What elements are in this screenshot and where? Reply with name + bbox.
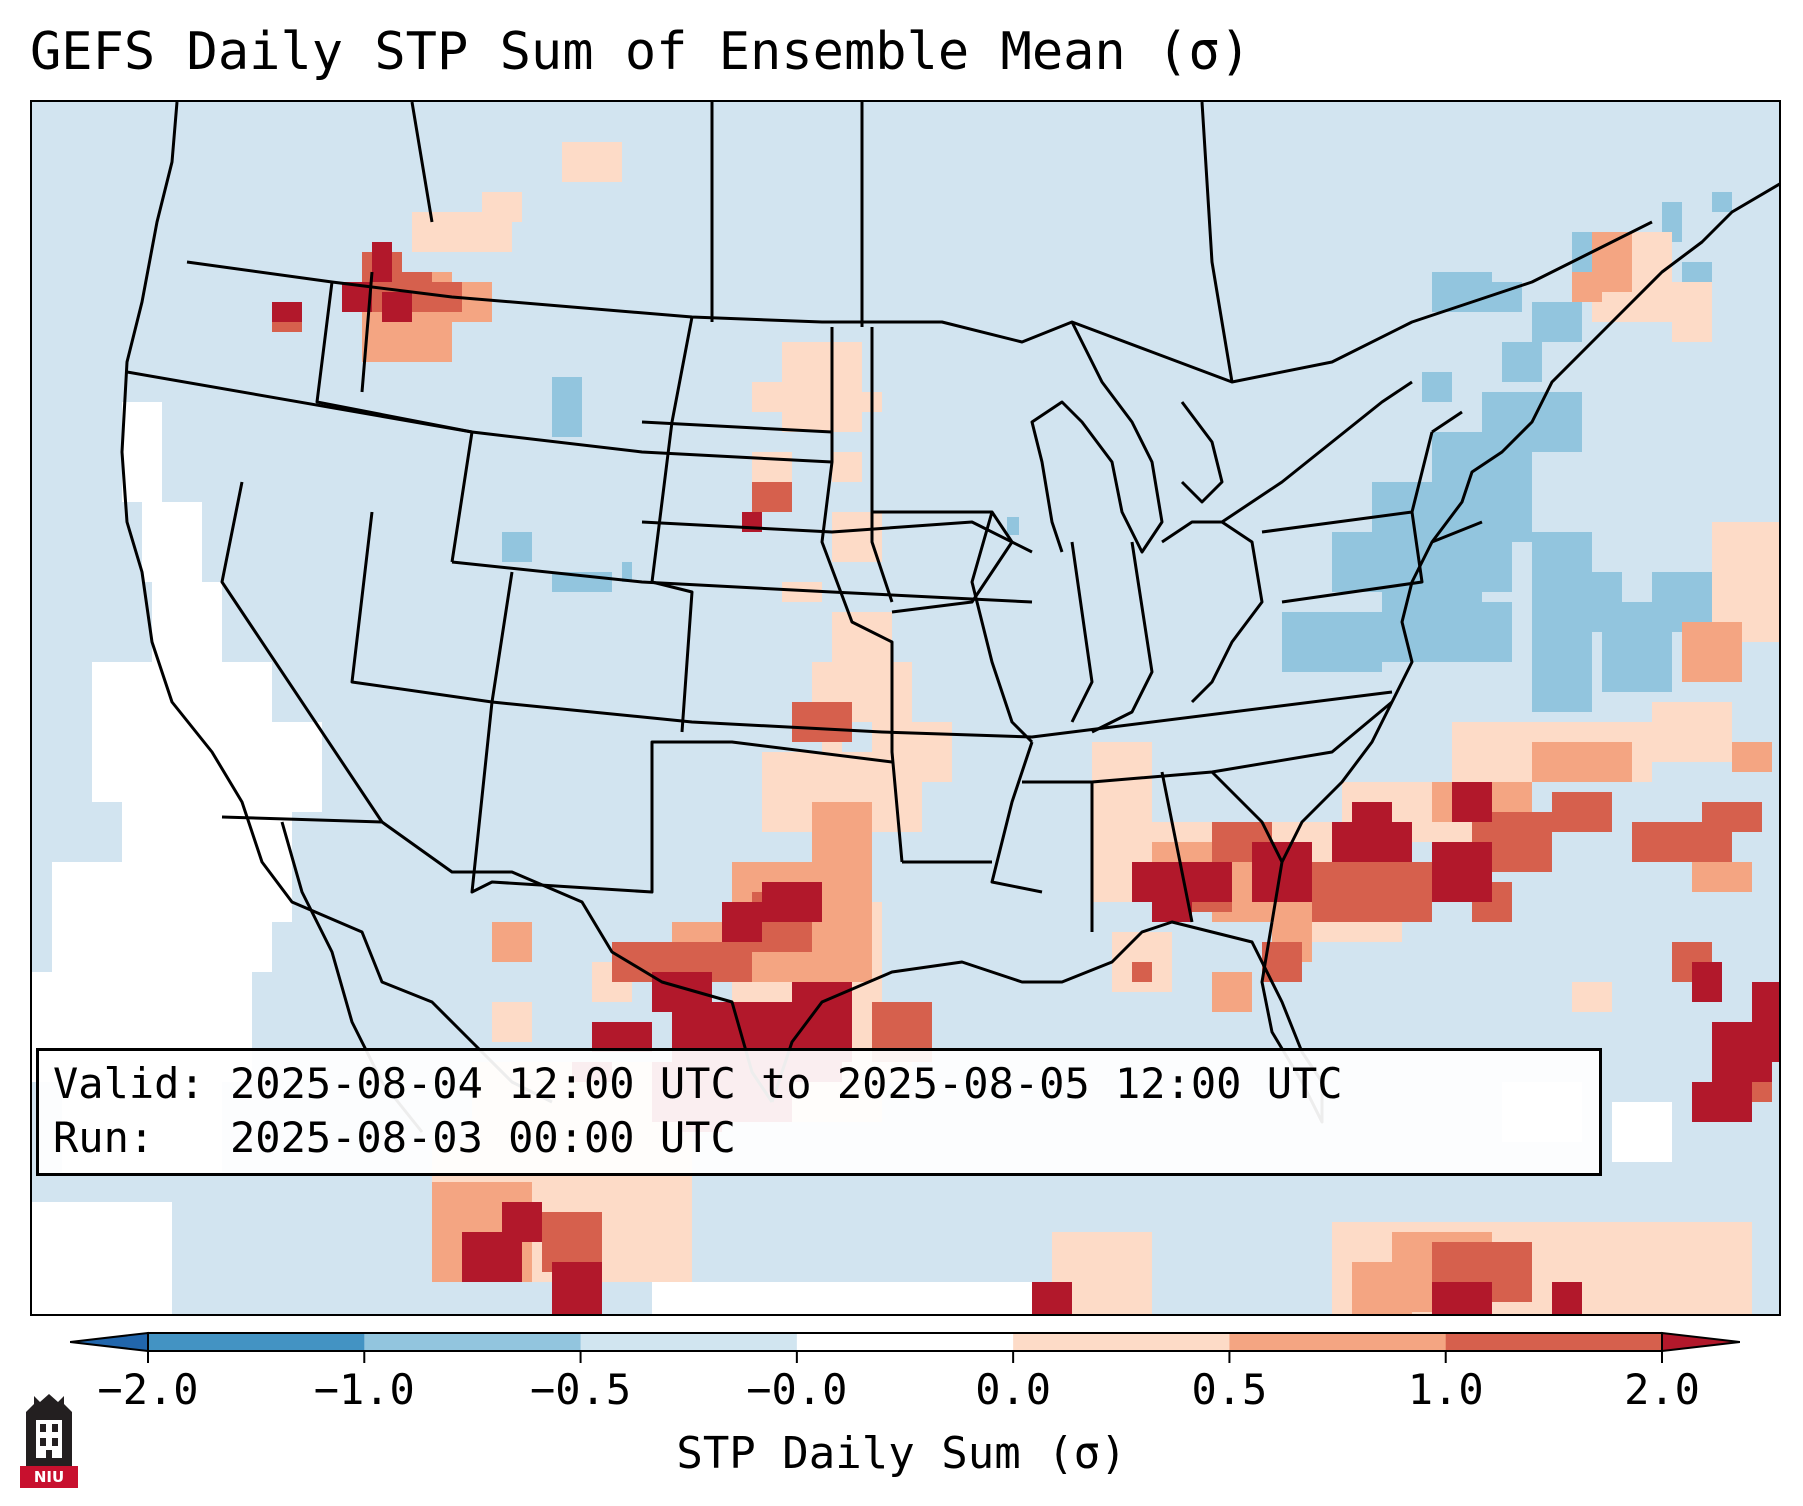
colorbar-outline (147, 1332, 1663, 1352)
valid-time-text: Valid: 2025-08-04 12:00 UTC to 2025-08-0… (53, 1059, 1343, 1108)
state-line-17 (360, 102, 434, 393)
colorbar-segment (148, 1333, 365, 1351)
colorbar-tick-label: 0.5 (1191, 1365, 1268, 1414)
state-line-7 (650, 316, 904, 863)
east-coast (1270, 182, 1779, 923)
colorbar-tick-label: 2.0 (1624, 1365, 1700, 1414)
colorbar-segment (1013, 1333, 1230, 1351)
colorbar-extend-low (70, 1331, 149, 1353)
niu-logo: NIU (20, 1392, 78, 1488)
colorbar-tick-label: 1.0 (1407, 1365, 1484, 1414)
run-time-text: Run: 2025-08-03 00:00 UTC (53, 1113, 736, 1162)
canada-border (186, 220, 1653, 384)
colorbar-segment (580, 1333, 798, 1351)
state-line-15 (1261, 410, 1483, 604)
state-line-9 (870, 327, 1014, 614)
colorbar-segment (364, 1333, 582, 1351)
state-line-6 (470, 571, 893, 894)
map-outlines (120, 102, 1779, 1133)
colorbar-label: STP Daily Sum (σ) (676, 1428, 1127, 1479)
near-zero-region-pacific (32, 402, 1722, 1314)
colorbar-tick-label: −0.0 (746, 1365, 848, 1414)
colorbar-segment (1229, 1333, 1447, 1351)
colorbar-tick-label: −0.5 (529, 1365, 632, 1414)
colorbar-tick-label: 0.0 (975, 1365, 1052, 1414)
colorbar-tick-label: −1.0 (313, 1365, 415, 1414)
colorbar-tick-label: −2.0 (97, 1365, 199, 1414)
state-line-5 (451, 560, 1033, 604)
colorbar-segment (1445, 1333, 1663, 1351)
state-line-12 (1090, 770, 1284, 932)
us-coastline-outline (120, 102, 553, 1104)
info-box: Valid: 2025-08-04 12:00 UTC to 2025-08-0… (36, 1048, 1602, 1176)
colorbar (70, 1331, 1740, 1363)
state-line-14 (1161, 520, 1264, 704)
state-line-16 (710, 102, 1234, 383)
negative-anomaly-northeast (1282, 192, 1732, 712)
chart-title: GEFS Daily STP Sum of Ensemble Mean (σ) (30, 22, 1251, 82)
tower-icon (26, 1394, 72, 1468)
colorbar-segment (796, 1333, 1014, 1351)
state-line-2 (126, 370, 833, 464)
colorbar-extend-high (1661, 1331, 1740, 1353)
state-line-10 (970, 511, 1034, 744)
map-canvas (32, 102, 1779, 1314)
great-lakes-outline (1030, 321, 1413, 554)
state-line-4 (350, 511, 1393, 739)
mexico-border (221, 815, 774, 1103)
state-line-3 (220, 481, 384, 823)
state-line-13 (1070, 541, 1154, 734)
state-line-8 (641, 420, 1033, 554)
logo-text: NIU (20, 1466, 78, 1488)
